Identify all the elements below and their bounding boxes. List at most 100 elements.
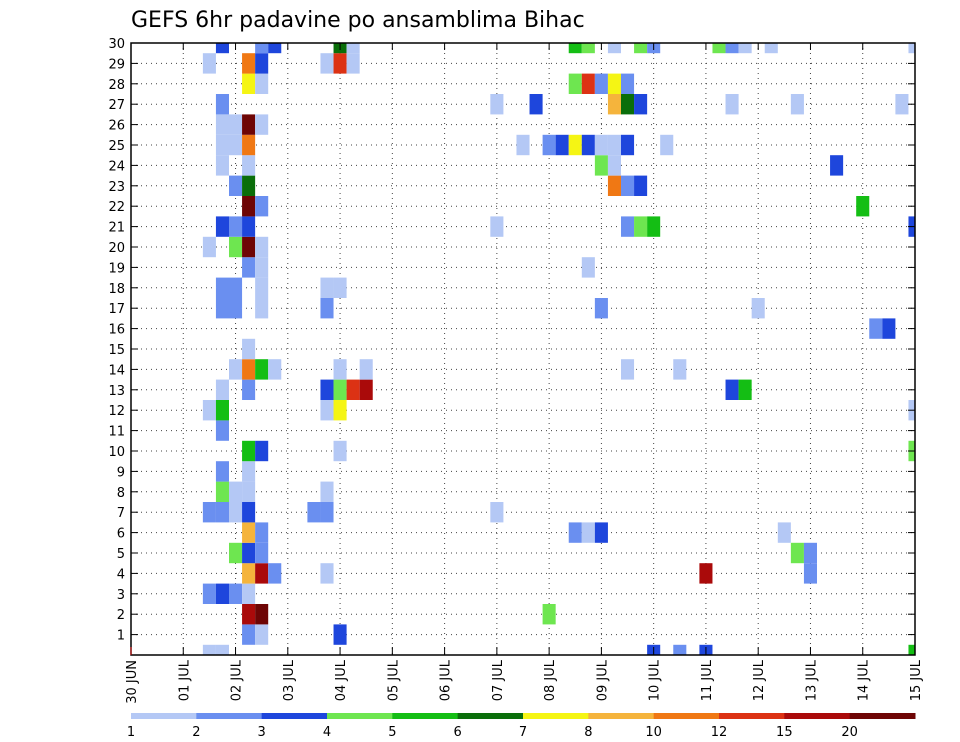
heatmap-cell <box>215 134 229 156</box>
heatmap-cell <box>333 400 347 421</box>
heatmap-cell <box>242 175 256 196</box>
heatmap-cell <box>581 257 595 278</box>
heatmap-cell <box>255 359 269 380</box>
heatmap-cell <box>268 563 282 584</box>
heatmap-cell <box>594 134 608 156</box>
colorbar-swatch <box>588 713 655 719</box>
heatmap-cell <box>621 175 635 196</box>
y-tick-label: 18 <box>108 282 125 297</box>
y-tick-label: 1 <box>117 629 125 644</box>
heatmap-cell <box>634 94 648 115</box>
heatmap-cell <box>634 43 648 54</box>
x-tick-label: 08 JUL <box>543 659 558 701</box>
heatmap-cell <box>764 43 778 54</box>
y-tick-label: 17 <box>108 302 125 317</box>
heatmap-cell <box>333 53 347 74</box>
heatmap-cell <box>607 43 621 54</box>
heatmap-cell <box>333 440 347 462</box>
colorbar-tick-label: 7 <box>519 725 527 740</box>
heatmap-cell <box>242 604 256 625</box>
x-tick-label: 05 JUL <box>386 659 401 701</box>
heatmap-cell <box>594 522 608 543</box>
heatmap-cell <box>621 216 635 237</box>
heatmap-cell <box>895 94 909 115</box>
y-tick-label: 25 <box>108 139 125 154</box>
heatmap-cell <box>738 43 752 54</box>
heatmap-cell <box>215 583 229 604</box>
x-tick-label: 09 JUL <box>595 659 610 701</box>
colorbar-tick-label: 6 <box>454 725 462 740</box>
x-tick-label: 11 JUL <box>700 659 715 701</box>
heatmap-cell <box>229 236 243 258</box>
heatmap-cell <box>202 53 216 74</box>
heatmap-cell <box>202 400 216 421</box>
colorbar-swatch <box>457 713 524 719</box>
heatmap-cell <box>202 236 216 258</box>
heatmap-cell <box>229 583 243 604</box>
heatmap-cell <box>242 583 256 604</box>
y-tick-label: 6 <box>117 527 125 542</box>
x-tick-label: 30 JUN <box>125 660 140 704</box>
heatmap-cell <box>790 94 804 115</box>
heatmap-cell <box>320 563 334 584</box>
heatmap-cell <box>594 155 608 176</box>
colorbar-tick-label: 8 <box>584 725 592 740</box>
heatmap-cell <box>242 440 256 462</box>
heatmap-cell <box>242 461 256 482</box>
heatmap-cell <box>255 257 269 278</box>
y-axis: 1234567891011121314151617181920212223242… <box>108 37 915 644</box>
colorbar-swatch <box>784 713 851 719</box>
heatmap-cell <box>529 94 543 115</box>
heatmap-cell <box>673 644 687 655</box>
heatmap-cell <box>255 277 269 298</box>
heatmap-cell <box>202 502 216 523</box>
heatmap-cell <box>229 481 243 502</box>
y-tick-label: 29 <box>108 57 125 72</box>
heatmap-cell <box>673 359 687 380</box>
y-tick-label: 10 <box>108 445 125 460</box>
heatmap-cell <box>581 522 595 543</box>
heatmap-cell <box>268 359 282 380</box>
colorbar-tick-label: 15 <box>776 725 793 740</box>
heatmap-cell <box>751 298 765 319</box>
heatmap-cell <box>621 94 635 115</box>
x-tick-label: 10 JUL <box>648 659 663 701</box>
heatmap-cell <box>320 298 334 319</box>
heatmap-cell <box>242 542 256 564</box>
heatmap-cell <box>869 318 883 339</box>
heatmap-cell <box>242 502 256 523</box>
heatmap-cell <box>242 563 256 584</box>
heatmap-cell <box>242 257 256 278</box>
heatmap-cell <box>215 298 229 319</box>
heatmap-cell <box>359 359 373 380</box>
colorbar-swatch <box>261 713 328 719</box>
heatmap-cell <box>255 43 269 54</box>
heatmap-cell <box>215 461 229 482</box>
heatmap-cell <box>320 481 334 502</box>
heatmap-cell <box>215 400 229 421</box>
y-tick-label: 4 <box>117 567 125 582</box>
colorbar-tick-label: 5 <box>388 725 396 740</box>
heatmap-cell <box>803 542 817 564</box>
heatmap-cell <box>242 196 256 217</box>
heatmap-cell <box>215 502 229 523</box>
heatmap-cell <box>607 94 621 115</box>
heatmap-cell <box>242 73 256 94</box>
heatmap-cell <box>229 502 243 523</box>
heatmap-cell <box>581 134 595 156</box>
heatmap-cell <box>320 379 334 400</box>
y-tick-label: 13 <box>108 384 125 399</box>
heatmap-cell <box>242 53 256 74</box>
heatmap-cell <box>215 216 229 237</box>
heatmap-cell <box>242 338 256 360</box>
heatmap-cell <box>229 298 243 319</box>
colorbar-swatch <box>653 713 720 719</box>
colorbar-swatch <box>196 713 263 719</box>
x-tick-label: 07 JUL <box>491 659 506 701</box>
heatmap-cell <box>320 277 334 298</box>
colorbar-tick-label: 12 <box>711 725 728 740</box>
heatmap-cell <box>581 43 595 54</box>
heatmap-cell <box>255 604 269 625</box>
y-tick-label: 27 <box>108 98 125 113</box>
